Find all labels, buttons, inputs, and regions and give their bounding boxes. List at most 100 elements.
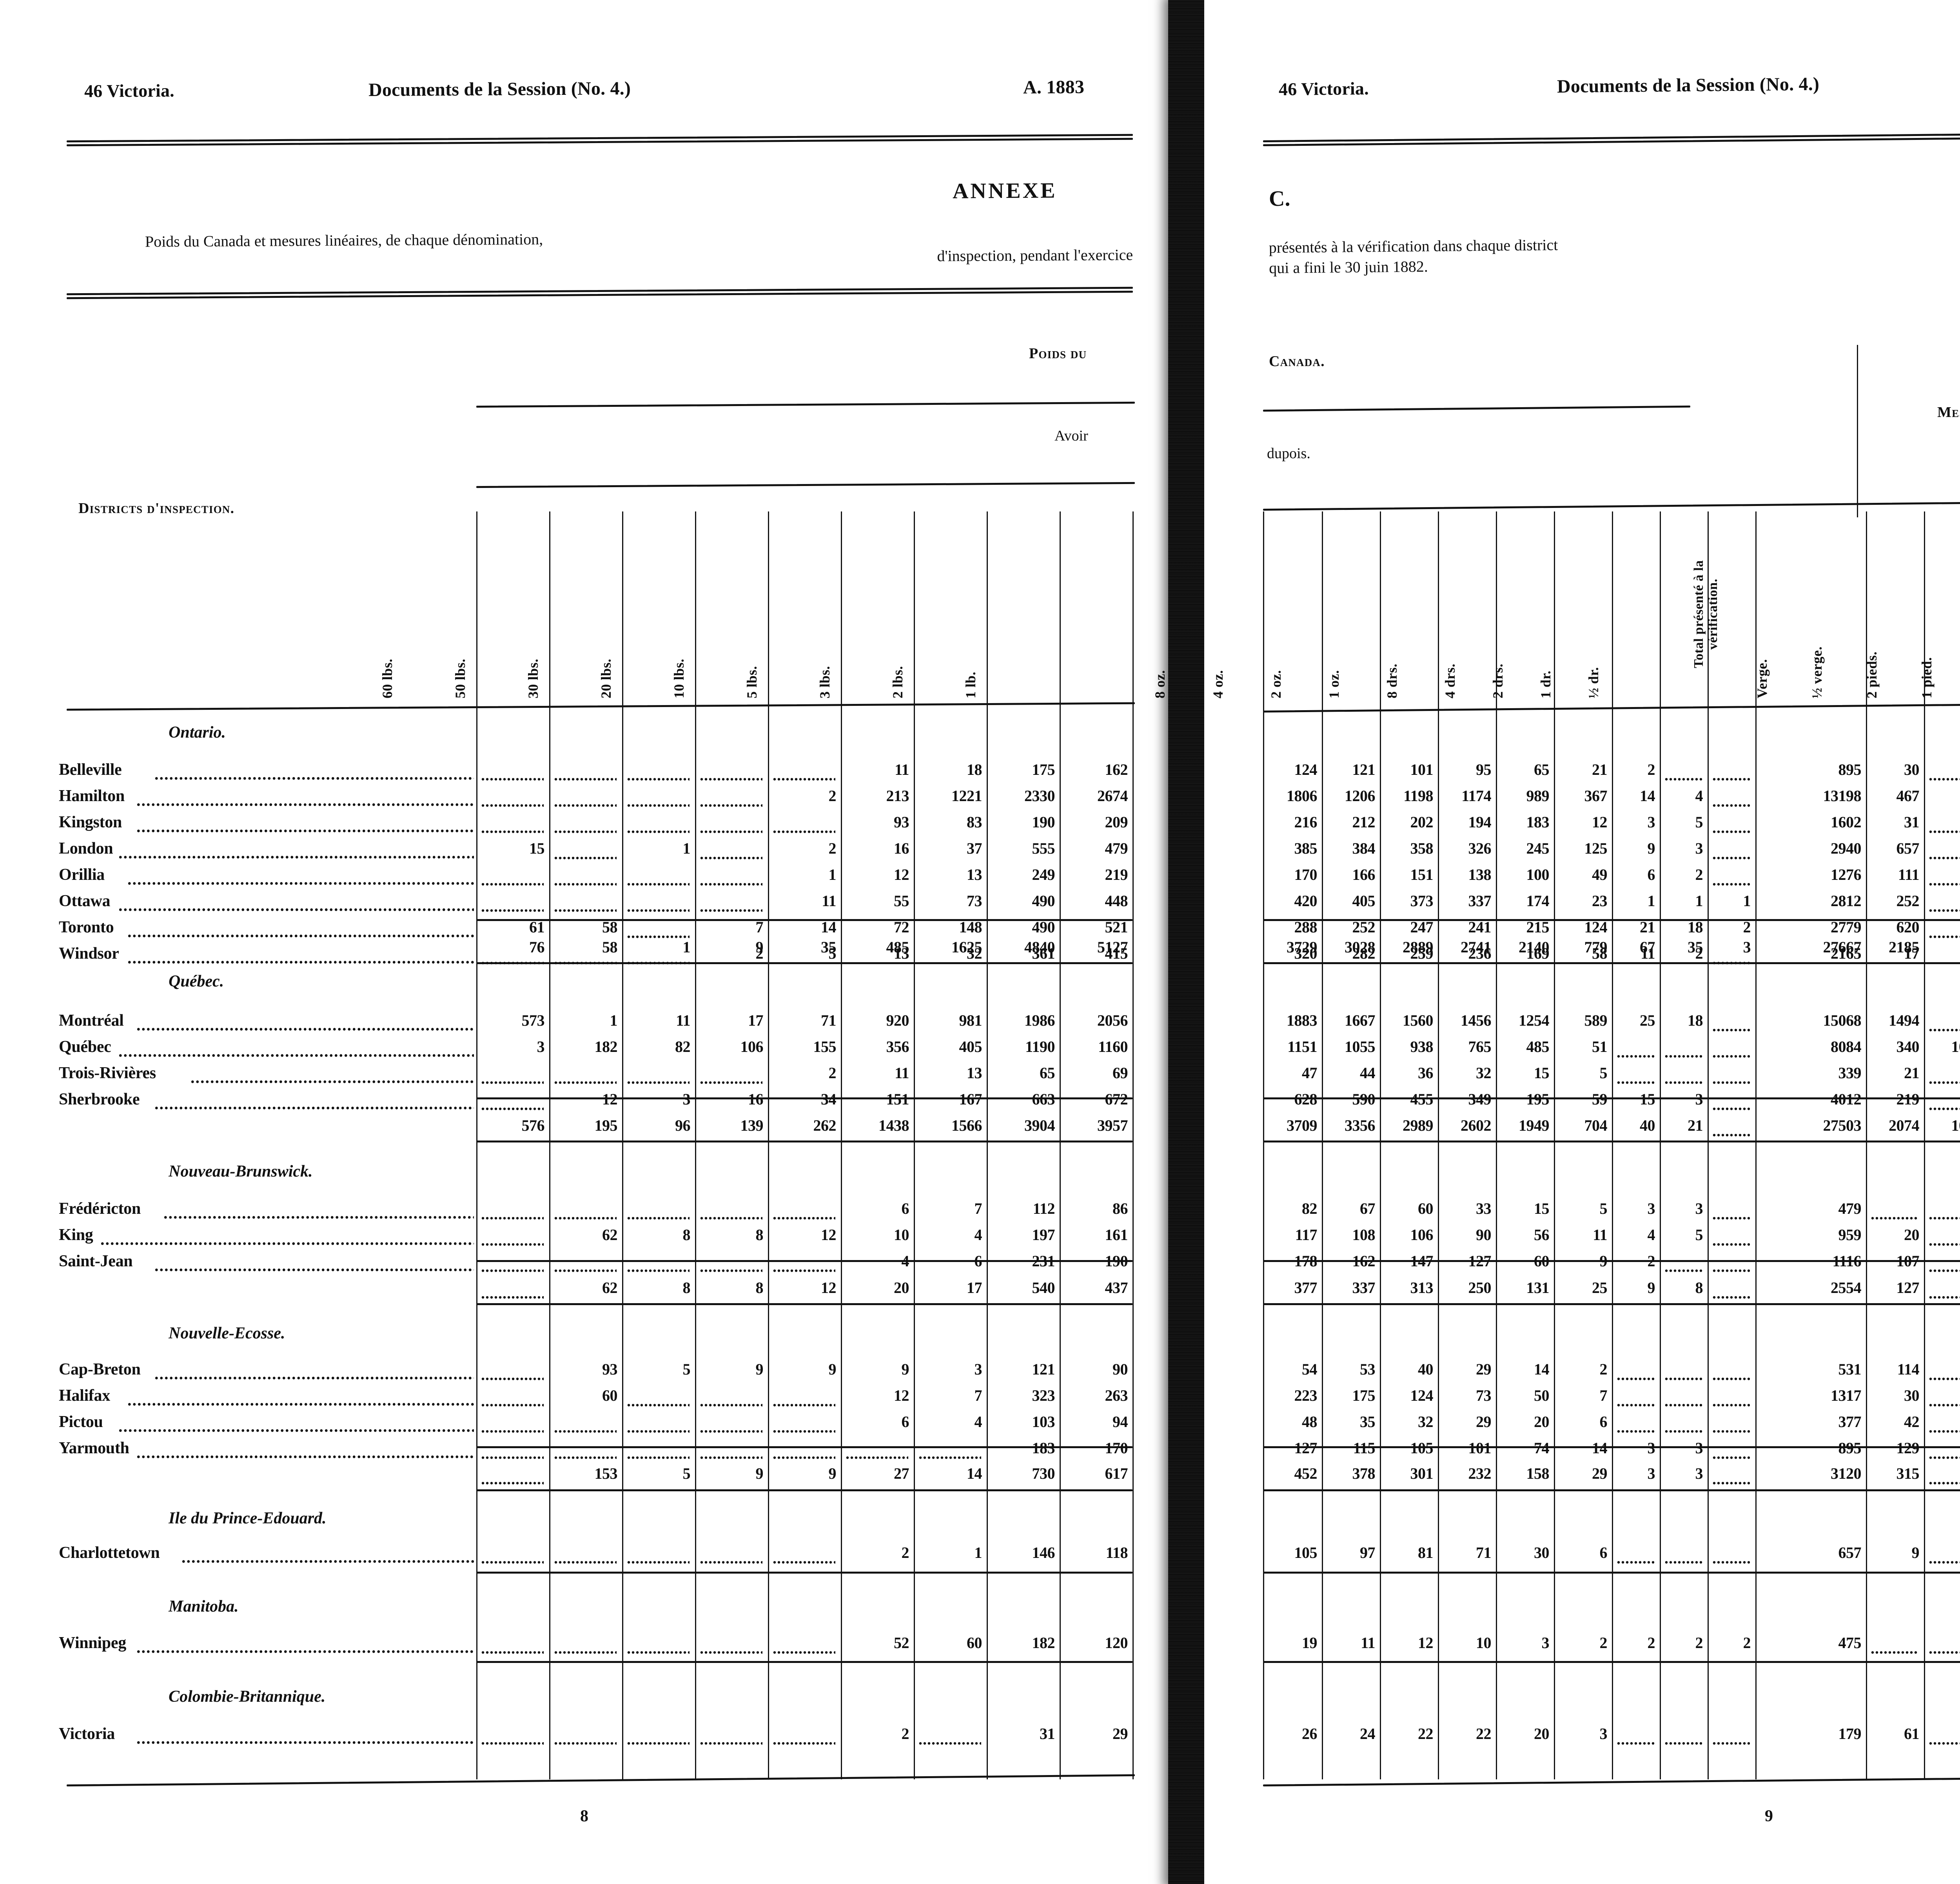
data-cell: 1206 bbox=[1345, 787, 1376, 805]
column-rule bbox=[1438, 511, 1439, 1779]
data-cell: 1566 bbox=[951, 1117, 982, 1134]
empty-cell: ........................................ bbox=[1617, 1418, 1654, 1436]
empty-cell: ........................................ bbox=[1929, 1070, 1960, 1087]
data-cell: 11 bbox=[1593, 1226, 1607, 1244]
right-running-head-regnal: 46 Victoria. bbox=[1278, 78, 1369, 100]
data-cell: 2 bbox=[828, 840, 837, 857]
data-cell: 52 bbox=[894, 1634, 909, 1652]
empty-cell: ........................................ bbox=[554, 1070, 617, 1087]
data-cell: 18 bbox=[967, 761, 982, 778]
data-cell: 29 bbox=[1476, 1413, 1492, 1431]
data-cell: 531 bbox=[1838, 1360, 1862, 1378]
data-cell: 12 bbox=[1927, 938, 1960, 956]
empty-cell: ........................................ bbox=[1929, 1470, 1960, 1488]
data-cell: 252 bbox=[1896, 892, 1920, 910]
empty-cell: ........................................ bbox=[481, 950, 544, 968]
data-cell: 10 bbox=[1476, 1634, 1492, 1652]
section-total-rule bbox=[476, 919, 1132, 921]
empty-cell: ........................................ bbox=[1929, 819, 1960, 836]
data-cell: 3356 bbox=[1345, 1117, 1376, 1134]
left-group-header-poids: Poids du bbox=[1029, 345, 1087, 362]
data-cell: 232 bbox=[1468, 1465, 1492, 1482]
data-cell: 32 bbox=[967, 945, 982, 962]
empty-cell: ........................................ bbox=[1871, 1205, 1918, 1223]
district-name: Halifax bbox=[59, 1387, 110, 1405]
empty-cell: ........................................ bbox=[1712, 1231, 1750, 1249]
data-cell: 65 bbox=[1040, 1064, 1055, 1082]
data-cell: 282 bbox=[1352, 945, 1376, 962]
data-cell: 11 bbox=[676, 1012, 690, 1029]
data-cell: 62 bbox=[602, 1226, 618, 1244]
data-cell: 125 bbox=[1584, 840, 1608, 857]
data-cell: 301 bbox=[1410, 1465, 1434, 1482]
data-cell: 405 bbox=[959, 1038, 982, 1055]
data-cell: 247 bbox=[1410, 918, 1434, 936]
empty-cell: ........................................ bbox=[1929, 1017, 1960, 1035]
data-cell: 989 bbox=[1526, 787, 1550, 805]
right-header-top-rule bbox=[1263, 498, 1960, 511]
data-cell: 18 bbox=[1688, 918, 1703, 936]
data-cell: 779 bbox=[1584, 938, 1608, 956]
section-close-rule bbox=[476, 1141, 1132, 1142]
column-rule bbox=[841, 511, 842, 1779]
data-cell: 385 bbox=[1294, 840, 1318, 857]
data-cell: 337 bbox=[1468, 892, 1492, 910]
data-cell: 37 bbox=[967, 840, 982, 857]
data-cell: 236 bbox=[1468, 945, 1492, 962]
data-cell: 215 bbox=[1526, 918, 1550, 936]
empty-cell: ........................................ bbox=[1712, 845, 1750, 863]
left-group-header-avoir: Avoir bbox=[1054, 428, 1088, 444]
empty-cell: ........................................ bbox=[1617, 1043, 1654, 1061]
data-cell: 475 bbox=[1838, 1634, 1862, 1652]
section-close-rule bbox=[1263, 1572, 1960, 1574]
data-cell: 50 bbox=[1534, 1387, 1550, 1404]
data-cell: 151 bbox=[1410, 866, 1434, 883]
data-cell: 3 bbox=[537, 1038, 545, 1055]
empty-cell: ........................................ bbox=[1712, 792, 1750, 810]
data-cell: 13198 bbox=[1823, 787, 1862, 805]
empty-cell: ........................................ bbox=[481, 898, 544, 915]
data-cell: 175 bbox=[1352, 1387, 1376, 1404]
section-close-rule bbox=[1263, 1661, 1960, 1663]
dot-leader: ........................................… bbox=[136, 1016, 474, 1034]
empty-cell: ........................................ bbox=[481, 1418, 544, 1436]
empty-cell: ........................................ bbox=[1929, 871, 1960, 889]
data-cell: 118 bbox=[1105, 1544, 1128, 1561]
dot-leader: ........................................… bbox=[154, 1365, 474, 1383]
data-cell: 182 bbox=[1032, 1634, 1055, 1652]
data-cell: 5 bbox=[1599, 1200, 1608, 1217]
data-cell: 2165 bbox=[1831, 945, 1862, 962]
data-cell: 182 bbox=[594, 1038, 618, 1055]
data-cell: 33 bbox=[1476, 1200, 1492, 1217]
data-cell: 8 bbox=[682, 1279, 691, 1296]
right-group-header-mesures: Mesures linéaires. bbox=[1937, 404, 1960, 421]
data-cell: 97 bbox=[1360, 1544, 1376, 1561]
data-cell: 95 bbox=[1476, 761, 1492, 778]
data-cell: 2 bbox=[1743, 918, 1751, 936]
data-cell: 14 bbox=[1640, 787, 1655, 805]
data-cell: 67 bbox=[1360, 1200, 1376, 1217]
empty-cell: ........................................ bbox=[627, 1730, 690, 1748]
data-cell: 1151 bbox=[1287, 1038, 1317, 1055]
data-cell: 2989 bbox=[1403, 1117, 1434, 1134]
data-cell: 490 bbox=[1032, 918, 1055, 936]
data-cell: 10 bbox=[894, 1226, 909, 1244]
data-cell: 42 bbox=[1904, 1413, 1920, 1431]
data-cell: 194 bbox=[1468, 813, 1492, 831]
column-rule bbox=[1263, 511, 1264, 1779]
empty-cell: ........................................ bbox=[1712, 1470, 1750, 1488]
data-cell: 106 bbox=[1410, 1226, 1434, 1244]
data-cell: 51 bbox=[1592, 1038, 1608, 1055]
data-cell: 3709 bbox=[1287, 1117, 1318, 1134]
data-cell: 13 bbox=[967, 866, 982, 883]
empty-cell: ........................................ bbox=[1712, 1549, 1750, 1567]
data-cell: 2074 bbox=[1889, 1117, 1920, 1134]
data-cell: 56 bbox=[1534, 1226, 1550, 1244]
data-cell: 2330 bbox=[1024, 787, 1055, 805]
section-close-rule bbox=[1263, 1141, 1960, 1142]
column-rule bbox=[1060, 511, 1061, 1779]
data-cell: 23 bbox=[1592, 892, 1608, 910]
data-cell: 8084 bbox=[1831, 1038, 1862, 1055]
district-name: Montréal bbox=[59, 1012, 124, 1030]
data-cell: 170 bbox=[1294, 866, 1318, 883]
